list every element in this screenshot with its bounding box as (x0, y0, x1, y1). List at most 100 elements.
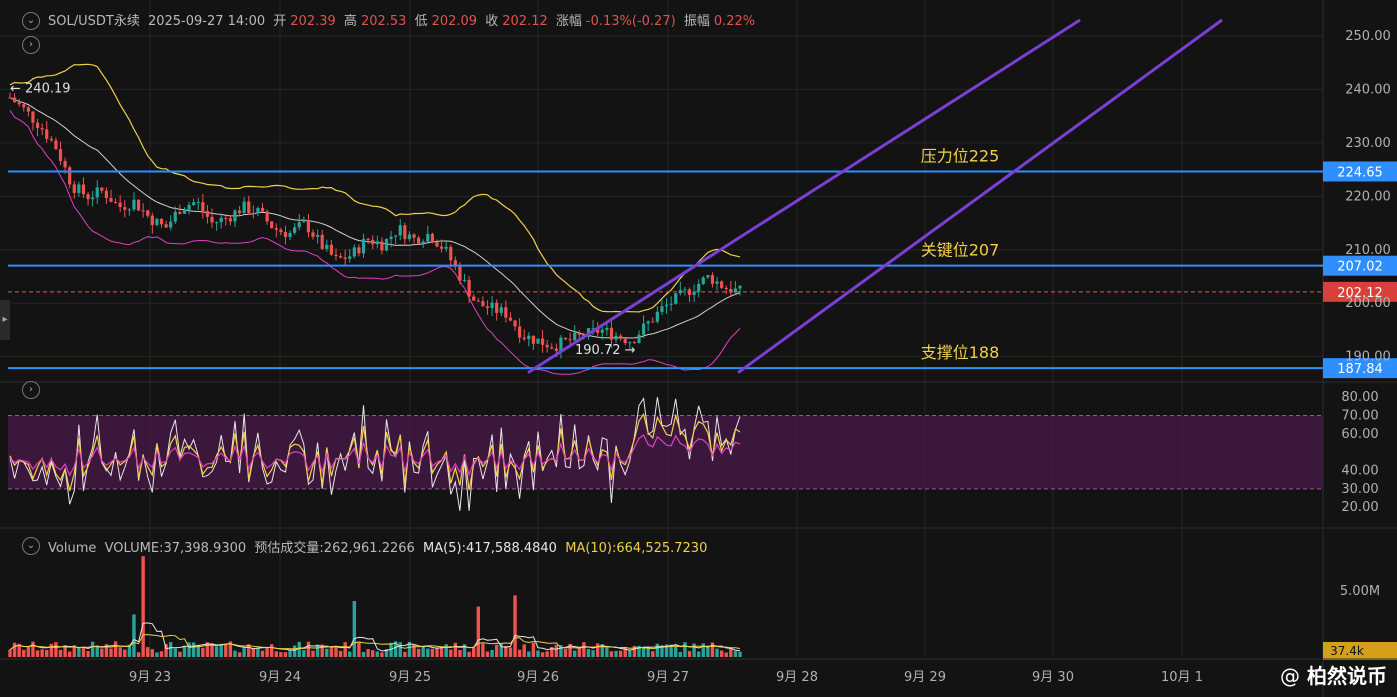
level-annotation-1: 关键位207 (921, 241, 1000, 260)
candle-body-67 (316, 234, 320, 237)
volume-bar-122 (568, 643, 572, 657)
rsi-tick-1: 70.00 (1341, 409, 1378, 424)
candle-body-145 (674, 293, 678, 304)
candle-body-153 (710, 275, 715, 284)
candle-body-76 (357, 247, 361, 254)
volume-bar-10 (54, 642, 58, 657)
volume-settings-icon[interactable]: ⌄ (22, 537, 40, 555)
candle-body-17 (86, 194, 90, 200)
candle-body-70 (329, 244, 333, 255)
volume-bar-103 (481, 643, 485, 657)
volume-bar-17 (86, 651, 90, 657)
volume-bar-97 (453, 642, 458, 657)
volume-bar-60 (283, 652, 288, 657)
volume-bar-15 (77, 646, 81, 657)
volume-bar-62 (292, 645, 297, 657)
candle-body-24 (118, 202, 122, 208)
candle-body-150 (697, 283, 701, 292)
x-tick-2: 9月 25 (389, 670, 431, 685)
high-marker: ← 240.19 (10, 81, 71, 96)
volume-bar-0 (8, 649, 12, 657)
candle-body-129 (600, 329, 604, 333)
volume-bar-70 (329, 648, 334, 657)
candle-body-39 (187, 204, 191, 210)
volume-bar-34 (164, 644, 168, 657)
volume-bar-39 (187, 642, 191, 657)
volume-bar-22 (109, 648, 113, 657)
volume-bar-45 (214, 646, 219, 657)
volume-bar-159 (738, 651, 742, 657)
candle-body-82 (384, 239, 389, 251)
candle-body-116 (540, 338, 545, 345)
candle-body-21 (104, 190, 109, 198)
volume-ma5: MA(5):417,588.4840 (423, 541, 557, 556)
candle-body-63 (297, 222, 301, 228)
time-axis: 9月 23 9月 24 9月 25 9月 26 9月 27 9月 28 9月 29 9月 30… (0, 658, 1397, 685)
candle-body-104 (485, 306, 490, 309)
volume-bar-135 (628, 650, 632, 657)
high-value: 202.53 (360, 14, 407, 29)
volume-bar-52 (247, 644, 251, 657)
candle-body-86 (403, 225, 407, 240)
candle-body-12 (63, 160, 67, 168)
candle-body-56 (265, 211, 269, 222)
volume-bar-124 (577, 648, 582, 657)
volume-bar-102 (476, 606, 481, 657)
volume-bar-19 (95, 645, 99, 657)
candle-body-93 (435, 242, 439, 247)
candle-body-14 (72, 184, 76, 193)
candle-body-133 (619, 335, 623, 339)
candle-body-105 (490, 302, 494, 309)
volume-bar-23 (113, 641, 118, 657)
volume-bar-148 (687, 651, 692, 657)
low-value: 202.09 (431, 14, 478, 29)
volume-bar-108 (504, 645, 508, 657)
candle-body-11 (58, 149, 63, 161)
expand-indicators-icon[interactable]: › (22, 36, 40, 54)
volume-bar-119 (554, 644, 559, 657)
candle-body-1 (12, 97, 17, 103)
candle-body-25 (123, 207, 127, 210)
candle-body-32 (155, 218, 159, 226)
volume-bar-1 (12, 642, 17, 657)
volume-bar-152 (706, 645, 710, 657)
candle-body-47 (224, 217, 228, 219)
volume-bar-157 (729, 647, 733, 657)
ohlc-header: SOL/USDT永续 2025-09-27 14:00 开 202.39 高 202… (48, 14, 756, 29)
candle-body-10 (54, 140, 58, 150)
volume-bar-29 (141, 556, 145, 657)
volume-bar-14 (72, 645, 76, 657)
volume-bar-138 (641, 646, 646, 657)
candle-body-15 (77, 184, 81, 193)
side-panel-handle[interactable]: ▸ (0, 300, 10, 340)
candle-body-22 (109, 197, 113, 203)
rsi-slow (9, 434, 741, 477)
volume-bar-96 (449, 649, 453, 657)
volume-bar-83 (389, 642, 393, 657)
x-tick-6: 9月 29 (904, 670, 946, 685)
x-tick-1: 9月 24 (259, 670, 301, 685)
settings-toggle-icon[interactable]: ⌄ (22, 12, 40, 30)
candle-body-119 (554, 348, 558, 352)
rsi-toggle-icon[interactable]: › (22, 381, 40, 399)
volume-value: VOLUME:37,398.9300 (104, 541, 247, 556)
rsi-tick-3: 40.00 (1341, 464, 1378, 479)
candle-body-87 (407, 234, 412, 240)
volume-bar-80 (375, 651, 379, 657)
candle-body-127 (591, 328, 595, 330)
candle-body-42 (201, 202, 205, 212)
candle-body-8 (45, 129, 49, 139)
volume-tick-0: 5.00M (1340, 584, 1380, 599)
candle-body-35 (169, 221, 173, 228)
candle-body-110 (513, 320, 517, 327)
volume-bar-101 (472, 647, 476, 657)
candle-body-123 (573, 332, 577, 341)
candle-body-62 (293, 227, 297, 233)
volume-bar-53 (251, 648, 256, 657)
volume-bar-105 (490, 649, 494, 657)
candle-body-152 (706, 275, 710, 278)
candle-body-107 (499, 307, 503, 313)
volume-header: Volume VOLUME:37,398.9300 预估成交量:262,961.… (48, 537, 707, 556)
volume-bar-127 (591, 650, 595, 657)
